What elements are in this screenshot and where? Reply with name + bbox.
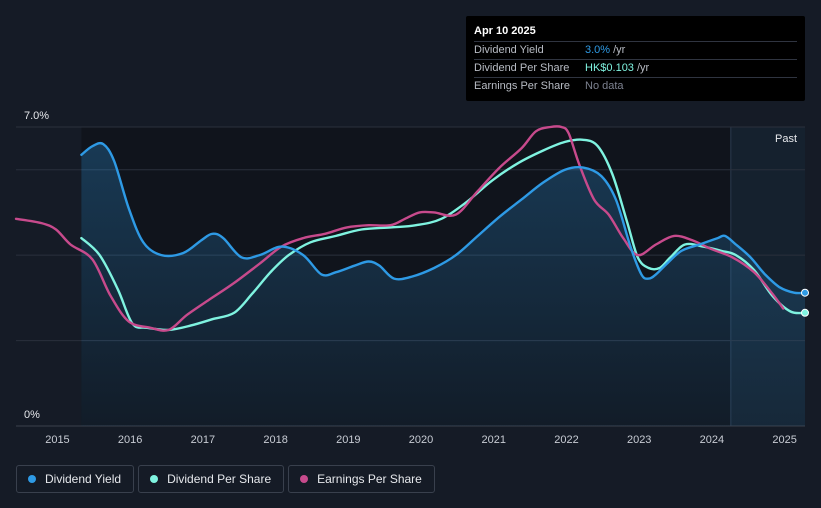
tooltip-date: Apr 10 2025	[474, 23, 797, 42]
x-tick-label: 2017	[191, 434, 215, 446]
chart-legend: Dividend Yield Dividend Per Share Earnin…	[16, 465, 435, 493]
x-tick-label: 2023	[627, 434, 651, 446]
legend-label: Dividend Per Share	[167, 472, 272, 486]
dividend-yield-area	[81, 143, 805, 426]
legend-label: Dividend Yield	[45, 472, 122, 486]
legend-dot-icon	[300, 475, 309, 483]
dividend-per-share-end-point	[801, 308, 809, 317]
x-tick-label: 2020	[409, 434, 433, 446]
tooltip-row-earnings-per-share: Earnings Per Share No data	[474, 78, 797, 95]
tooltip-unit: /yr	[636, 62, 650, 74]
tooltip-label: Dividend Per Share	[474, 62, 570, 74]
tooltip-value: HK$0.103	[585, 62, 634, 74]
legend-item-dividend-yield[interactable]: Dividend Yield	[16, 465, 135, 493]
x-tick-label: 2019	[336, 434, 360, 446]
tooltip-label: Dividend Yield	[474, 44, 544, 56]
tooltip-unit: /yr	[613, 44, 626, 56]
past-label: Past	[775, 133, 797, 145]
x-tick-label: 2016	[118, 434, 142, 446]
legend-item-earnings-per-share[interactable]: Earnings Per Share	[288, 465, 435, 493]
tooltip-row-dividend-yield: Dividend Yield 3.0% /yr	[474, 42, 797, 60]
dividend-yield-end-point	[801, 288, 809, 297]
x-tick-label: 2021	[482, 434, 506, 446]
y-tick-label: 0%	[24, 409, 40, 421]
earnings-per-share-line	[14, 125, 785, 332]
legend-dot-icon	[28, 475, 36, 483]
tooltip-row-dividend-per-share: Dividend Per Share HK$0.103 /yr	[474, 60, 797, 78]
tooltip-label: Earnings Per Share	[474, 80, 570, 92]
dividend-yield-line	[80, 141, 807, 295]
chart-tooltip: Apr 10 2025 Dividend Yield 3.0% /yr Divi…	[466, 16, 805, 101]
legend-label: Earnings Per Share	[317, 472, 422, 486]
y-tick-label: 7.0%	[24, 110, 49, 122]
x-tick-label: 2015	[45, 434, 69, 446]
tooltip-value: No data	[585, 80, 624, 92]
x-tick-label: 2024	[700, 434, 724, 446]
legend-dot-icon	[150, 475, 159, 483]
x-tick-label: 2025	[772, 434, 796, 446]
x-tick-label: 2018	[263, 434, 287, 446]
tooltip-value: 3.0%	[585, 44, 611, 56]
legend-item-dividend-per-share[interactable]: Dividend Per Share	[138, 465, 285, 493]
x-tick-label: 2022	[554, 434, 578, 446]
